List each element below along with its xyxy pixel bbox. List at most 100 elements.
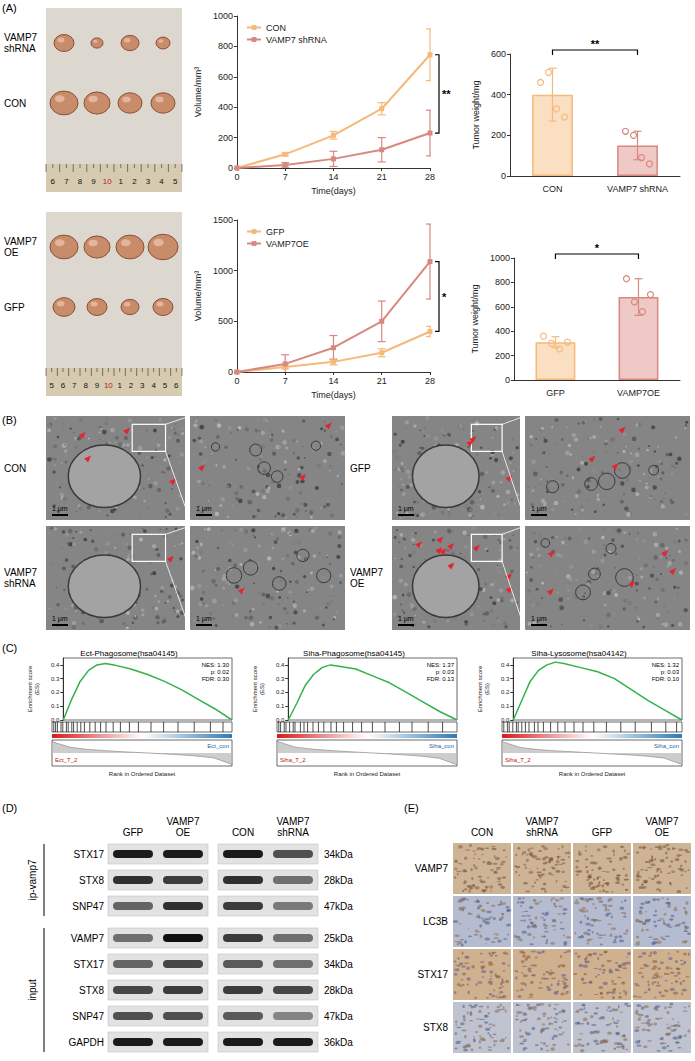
svg-text:shRNA: shRNA [277, 827, 309, 838]
svg-text:STX8: STX8 [79, 875, 104, 886]
svg-text:0: 0 [228, 163, 233, 173]
svg-text:VAMP7: VAMP7 [166, 816, 200, 827]
svg-text:0: 0 [505, 375, 510, 385]
svg-text:VAMP7OE: VAMP7OE [266, 239, 309, 249]
svg-text:8: 8 [83, 381, 88, 390]
svg-text:14: 14 [328, 172, 338, 182]
svg-text:(ES): (ES) [484, 683, 490, 695]
svg-text:1 μm: 1 μm [531, 615, 547, 623]
svg-text:0: 0 [501, 171, 506, 181]
svg-text:Time(days): Time(days) [311, 186, 356, 196]
svg-text:600: 600 [218, 72, 233, 82]
svg-text:(A): (A) [2, 2, 17, 14]
svg-text:200: 200 [495, 351, 510, 361]
svg-text:0.2: 0.2 [501, 689, 510, 695]
svg-text:OE: OE [350, 578, 365, 589]
svg-text:input: input [27, 979, 38, 1001]
svg-text:8: 8 [78, 177, 83, 186]
svg-text:0.0: 0.0 [501, 717, 510, 723]
svg-text:0: 0 [234, 172, 239, 182]
svg-text:Siha-Lysosome(hsa04142): Siha-Lysosome(hsa04142) [531, 649, 627, 658]
svg-text:200: 200 [218, 133, 233, 143]
svg-text:OE: OE [655, 827, 670, 838]
svg-text:CON: CON [471, 827, 493, 838]
svg-text:**: ** [591, 38, 600, 50]
svg-text:STX8: STX8 [79, 985, 104, 996]
svg-text:28: 28 [425, 376, 435, 386]
svg-text:800: 800 [495, 277, 510, 287]
svg-text:NES: 1.37: NES: 1.37 [427, 662, 455, 668]
svg-text:Tumor weight/mg: Tumor weight/mg [471, 80, 481, 149]
svg-text:p: 0.03: p: 0.03 [661, 669, 680, 675]
svg-text:Rank in Ordered Dataset: Rank in Ordered Dataset [334, 771, 401, 777]
svg-text:28kDa: 28kDa [324, 875, 353, 886]
svg-text:*: * [442, 291, 447, 303]
svg-text:1 μm: 1 μm [196, 505, 212, 513]
svg-text:0.3: 0.3 [51, 676, 60, 682]
svg-text:1 μm: 1 μm [398, 615, 414, 623]
svg-text:9: 9 [91, 177, 96, 186]
svg-text:5: 5 [163, 381, 168, 390]
svg-text:CON: CON [232, 827, 254, 838]
svg-text:25kDa: 25kDa [324, 933, 353, 944]
svg-text:VAMP7 shRNA: VAMP7 shRNA [266, 35, 327, 45]
svg-text:21: 21 [377, 376, 387, 386]
svg-text:STX8: STX8 [423, 1022, 448, 1033]
svg-text:1 μm: 1 μm [52, 615, 68, 623]
svg-text:28kDa: 28kDa [324, 985, 353, 996]
svg-text:(E): (E) [404, 802, 419, 814]
svg-text:400: 400 [491, 90, 506, 100]
svg-text:1000: 1000 [490, 253, 510, 263]
svg-text:28: 28 [425, 172, 435, 182]
svg-text:0.1: 0.1 [501, 703, 510, 709]
svg-text:Siha_T_2: Siha_T_2 [505, 757, 531, 763]
svg-text:CON: CON [543, 184, 563, 194]
svg-text:Tumor weight/mg: Tumor weight/mg [470, 284, 480, 353]
svg-text:7: 7 [283, 376, 288, 386]
svg-text:0.3: 0.3 [276, 676, 285, 682]
svg-text:1 μm: 1 μm [398, 505, 414, 513]
svg-text:Time(days): Time(days) [311, 390, 356, 400]
svg-text:800: 800 [218, 41, 233, 51]
svg-text:Rank in Ordered Dataset: Rank in Ordered Dataset [109, 771, 176, 777]
svg-text:GAPDH: GAPDH [68, 1037, 104, 1048]
svg-text:FDR: 0.10: FDR: 0.10 [652, 676, 680, 682]
svg-text:OE: OE [176, 827, 191, 838]
svg-text:STX17: STX17 [73, 849, 104, 860]
svg-text:Siha_T_2: Siha_T_2 [280, 757, 306, 763]
svg-text:21: 21 [377, 172, 387, 182]
svg-text:0: 0 [234, 376, 239, 386]
svg-text:Enrichment score: Enrichment score [477, 665, 483, 712]
svg-text:34kDa: 34kDa [324, 849, 353, 860]
svg-text:FDR: 0.13: FDR: 0.13 [427, 676, 455, 682]
svg-text:4: 4 [151, 381, 156, 390]
svg-text:VAMP7: VAMP7 [71, 933, 105, 944]
svg-text:Volume/mm³: Volume/mm³ [193, 67, 203, 118]
svg-text:1 μm: 1 μm [196, 615, 212, 623]
svg-text:2: 2 [132, 177, 137, 186]
svg-text:4: 4 [159, 177, 164, 186]
svg-text:SNP47: SNP47 [72, 901, 104, 912]
svg-text:VAMP7: VAMP7 [4, 567, 38, 578]
svg-text:34kDa: 34kDa [324, 959, 353, 970]
svg-text:1 μm: 1 μm [52, 505, 68, 513]
svg-text:47kDa: 47kDa [324, 1011, 353, 1022]
svg-text:shRNA: shRNA [526, 827, 558, 838]
svg-text:6: 6 [174, 381, 179, 390]
svg-text:600: 600 [495, 302, 510, 312]
svg-text:VAMP7OE: VAMP7OE [617, 388, 660, 398]
svg-text:1 μm: 1 μm [531, 505, 547, 513]
svg-text:14: 14 [328, 376, 338, 386]
svg-text:3: 3 [140, 381, 145, 390]
svg-text:ip-vamp7: ip-vamp7 [27, 859, 38, 901]
svg-text:0.3: 0.3 [501, 676, 510, 682]
svg-text:0: 0 [228, 367, 233, 377]
svg-text:VAMP7: VAMP7 [415, 863, 449, 874]
svg-text:0.2: 0.2 [51, 689, 60, 695]
svg-text:VAMP7: VAMP7 [350, 567, 384, 578]
svg-text:(D): (D) [2, 802, 17, 814]
svg-text:5: 5 [49, 381, 54, 390]
svg-text:FDR: 0.30: FDR: 0.30 [202, 676, 230, 682]
svg-text:(C): (C) [2, 642, 17, 654]
svg-text:0.2: 0.2 [276, 689, 285, 695]
